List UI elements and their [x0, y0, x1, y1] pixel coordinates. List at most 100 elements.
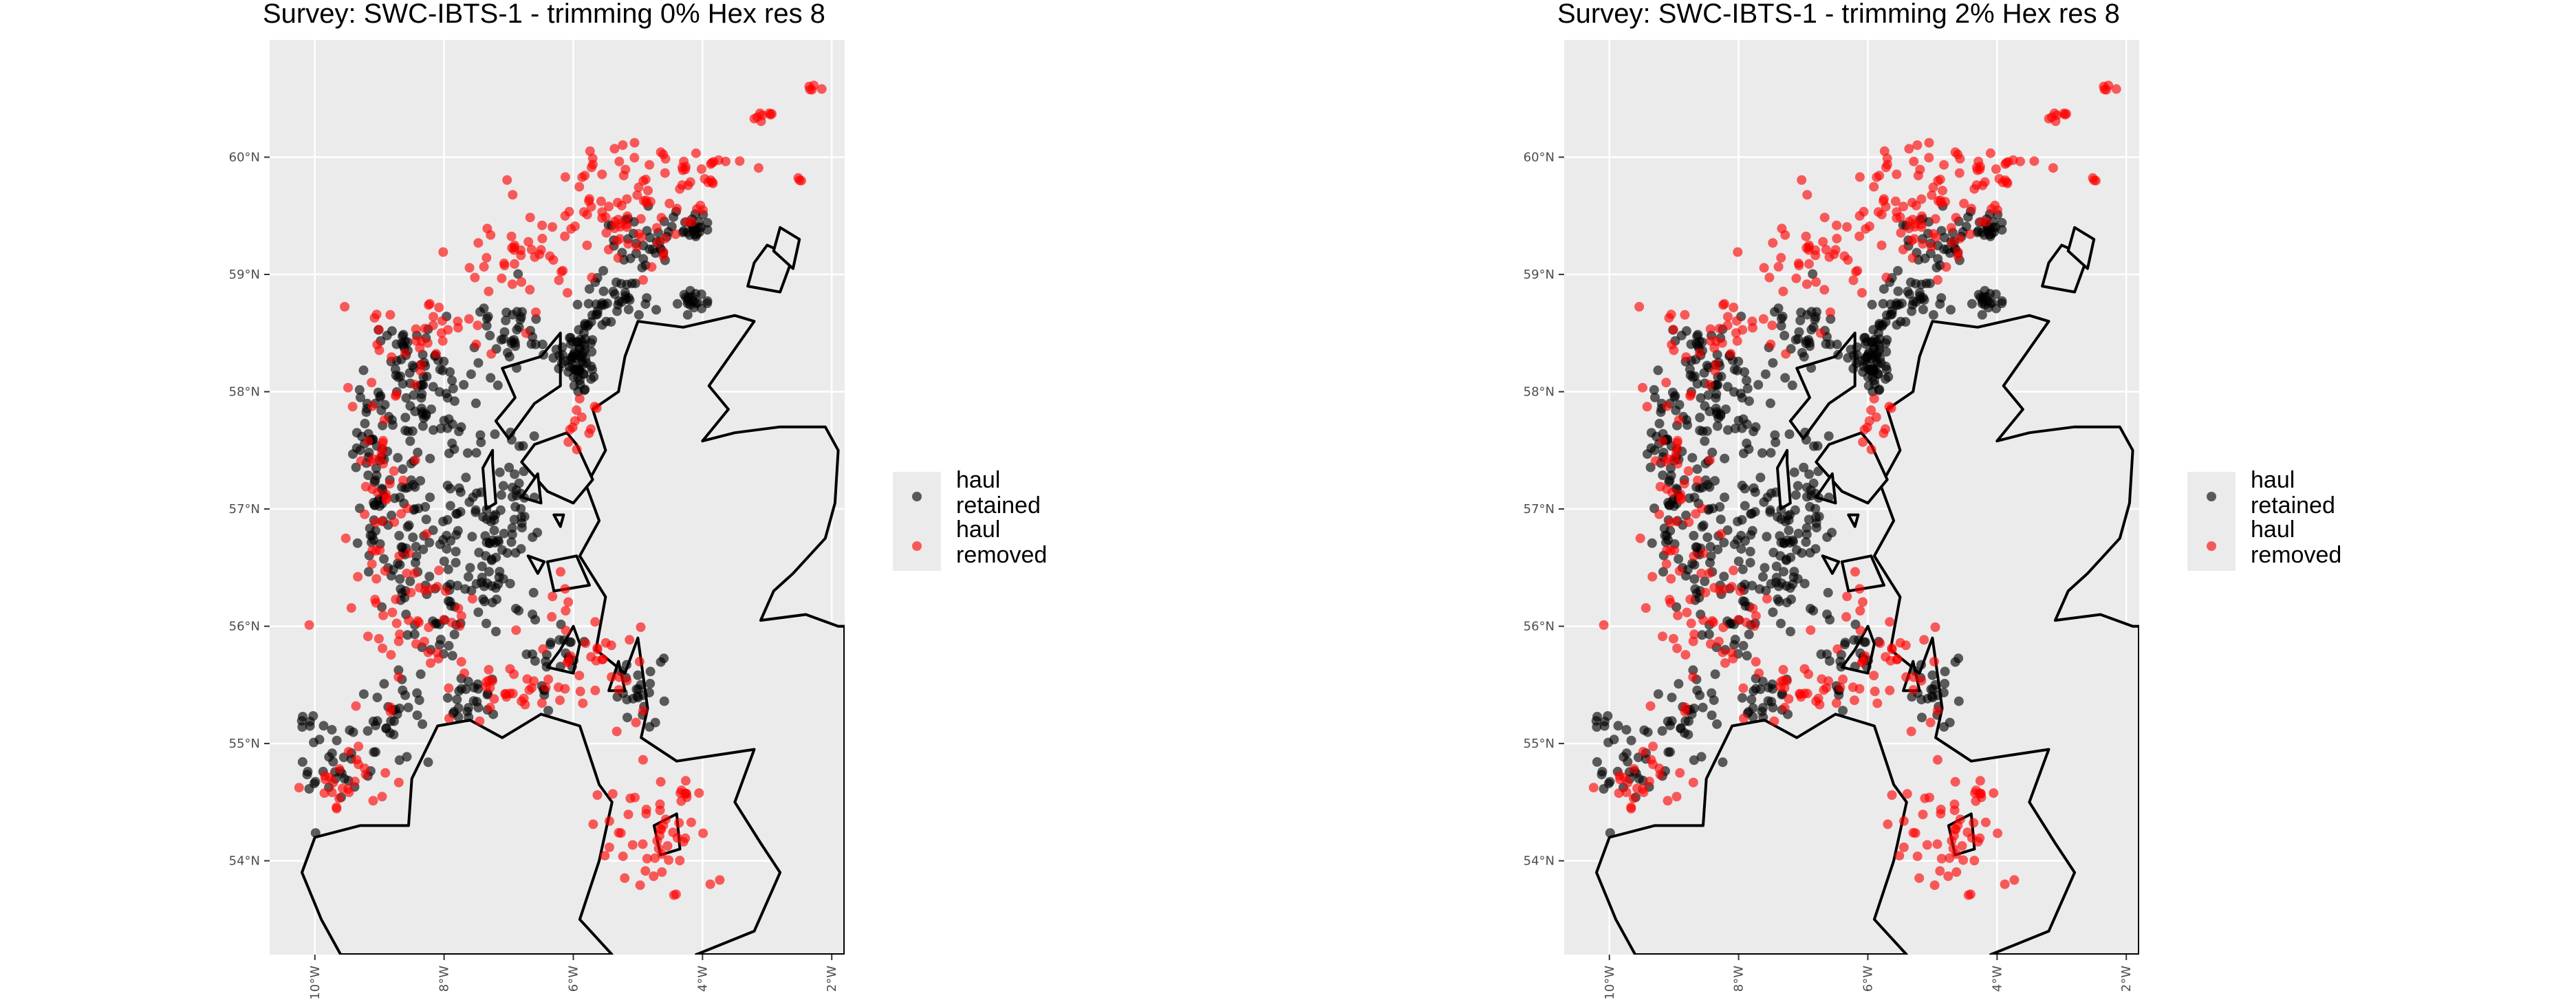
haul-retained-point — [625, 295, 635, 305]
haul-removed-point — [328, 778, 338, 787]
haul-removed-point — [497, 273, 507, 283]
haul-retained-point — [691, 298, 701, 308]
haul-retained-point — [1917, 713, 1927, 723]
haul-removed-point — [2090, 175, 2101, 186]
haul-retained-point — [1811, 523, 1821, 533]
haul-removed-point — [1804, 259, 1814, 269]
haul-removed-point — [1858, 656, 1868, 666]
haul-removed-point — [340, 533, 351, 543]
haul-removed-point — [1665, 545, 1676, 556]
haul-removed-point — [1909, 672, 1919, 682]
haul-removed-point — [1629, 793, 1638, 803]
haul-removed-point — [394, 551, 404, 561]
haul-retained-point — [1838, 706, 1848, 716]
haul-removed-point — [660, 153, 671, 164]
haul-retained-point — [1709, 695, 1719, 706]
haul-retained-point — [1822, 609, 1832, 620]
haul-retained-point — [1681, 415, 1691, 425]
haul-removed-point — [601, 228, 611, 238]
haul-removed-point — [1769, 716, 1779, 726]
haul-retained-point — [472, 488, 481, 499]
haul-retained-point — [1757, 448, 1767, 458]
haul-retained-point — [414, 695, 424, 706]
haul-removed-point — [1638, 382, 1647, 393]
haul-retained-point — [1920, 253, 1930, 263]
haul-retained-point — [583, 298, 594, 309]
haul-removed-point — [715, 875, 725, 885]
haul-removed-point — [660, 168, 670, 178]
haul-removed-point — [353, 572, 363, 582]
haul-removed-point — [638, 754, 648, 765]
haul-removed-point — [1641, 603, 1651, 613]
haul-removed-point — [1869, 671, 1879, 681]
haul-retained-point — [1771, 437, 1781, 448]
haul-retained-point — [1985, 298, 1995, 308]
haul-removed-point — [378, 435, 388, 446]
haul-removed-point — [367, 559, 377, 569]
haul-removed-point — [636, 232, 647, 243]
haul-removed-point — [398, 475, 409, 486]
haul-removed-point — [572, 444, 582, 455]
haul-retained-point — [1634, 774, 1644, 784]
haul-removed-point — [471, 339, 481, 349]
haul-removed-point — [638, 706, 648, 716]
haul-removed-point — [519, 693, 529, 704]
haul-removed-point — [563, 656, 574, 666]
haul-retained-point — [581, 354, 591, 364]
haul-removed-point — [1976, 217, 1987, 227]
haul-removed-point — [604, 843, 614, 852]
haul-retained-point — [1653, 365, 1663, 376]
haul-removed-point — [581, 638, 591, 649]
haul-retained-point — [1928, 309, 1938, 320]
haul-retained-point — [409, 390, 419, 400]
haul-removed-point — [694, 788, 704, 798]
haul-removed-point — [607, 789, 618, 799]
haul-retained-point — [517, 523, 527, 533]
haul-retained-point — [1760, 563, 1770, 573]
haul-retained-point — [1674, 554, 1684, 564]
haul-retained-point — [1797, 548, 1807, 558]
haul-retained-point — [1926, 684, 1936, 695]
haul-retained-point — [1745, 558, 1755, 568]
chart-title: Survey: SWC-IBTS-1 - trimming 0% Hex res… — [263, 0, 825, 29]
haul-removed-point — [1698, 548, 1709, 558]
haul-removed-point — [1751, 657, 1761, 667]
haul-removed-point — [676, 796, 686, 806]
haul-removed-point — [360, 770, 371, 780]
haul-removed-point — [600, 638, 611, 648]
haul-removed-point — [1588, 783, 1599, 793]
haul-removed-point — [620, 873, 630, 883]
haul-removed-point — [428, 320, 438, 331]
haul-retained-point — [395, 560, 405, 570]
chart-panel-left: Survey: SWC-IBTS-1 - trimming 0% Hex res… — [0, 0, 1048, 1000]
haul-removed-point — [1715, 585, 1725, 596]
haul-removed-point — [420, 323, 430, 334]
haul-retained-point — [1814, 512, 1824, 522]
haul-removed-point — [1775, 682, 1786, 692]
x-tick-label: 8°W — [1732, 966, 1746, 992]
haul-removed-point — [656, 213, 667, 223]
haul-removed-point — [575, 686, 585, 697]
haul-retained-point — [507, 530, 517, 540]
haul-retained-point — [1923, 693, 1933, 704]
haul-removed-point — [1887, 643, 1897, 653]
haul-retained-point — [1626, 735, 1636, 746]
haul-removed-point — [1906, 726, 1916, 737]
haul-removed-point — [1906, 236, 1916, 246]
haul-retained-point — [510, 341, 521, 351]
haul-retained-point — [475, 430, 486, 440]
haul-retained-point — [361, 407, 371, 417]
haul-retained-point — [1785, 583, 1795, 593]
haul-retained-point — [1764, 682, 1774, 693]
haul-removed-point — [614, 156, 625, 166]
haul-removed-point — [1733, 247, 1743, 257]
haul-removed-point — [1748, 603, 1758, 613]
haul-removed-point — [1674, 566, 1685, 576]
coastline-island — [1776, 448, 1792, 511]
haul-removed-point — [432, 582, 442, 592]
haul-retained-point — [519, 512, 530, 522]
haul-removed-point — [1929, 657, 1939, 666]
haul-removed-point — [444, 713, 454, 724]
haul-retained-point — [1707, 447, 1718, 457]
haul-retained-point — [1711, 389, 1722, 399]
